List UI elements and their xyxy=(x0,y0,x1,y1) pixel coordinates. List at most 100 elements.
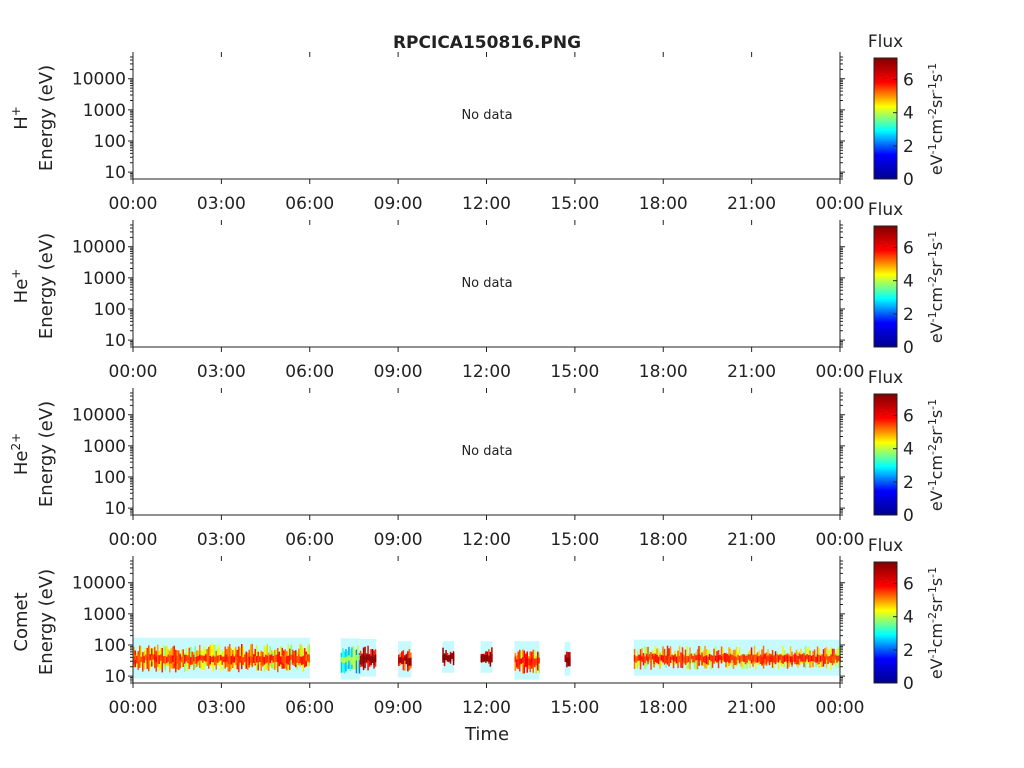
flux-core xyxy=(672,656,675,662)
unit-exponent: -1 xyxy=(926,399,939,410)
flux-core xyxy=(656,655,658,664)
flux-core xyxy=(523,657,525,665)
flux-core xyxy=(719,654,721,660)
flux-core xyxy=(831,656,834,666)
flux-column xyxy=(684,649,687,664)
flux-core xyxy=(765,656,768,664)
flux-core xyxy=(635,656,637,663)
flux-core xyxy=(767,655,769,662)
flux-core xyxy=(305,654,307,661)
flux-core xyxy=(287,655,289,665)
flux-core xyxy=(301,656,303,666)
x-tick-label: 06:00 xyxy=(285,362,334,382)
flux-core xyxy=(695,655,697,661)
unit-base: eV xyxy=(927,322,946,343)
flux-core xyxy=(232,654,234,663)
flux-core xyxy=(178,655,180,661)
flux-core xyxy=(244,654,246,663)
colorbar-scale xyxy=(873,561,898,684)
flux-core xyxy=(446,655,449,662)
flux-core xyxy=(566,657,568,663)
flux-core xyxy=(771,656,774,663)
flux-core xyxy=(410,657,412,666)
flux-core xyxy=(260,656,262,665)
flux-core xyxy=(298,654,300,664)
flux-core xyxy=(737,654,739,660)
flux-core xyxy=(731,654,733,661)
flux-core xyxy=(218,655,220,662)
flux-core xyxy=(681,654,684,662)
flux-core xyxy=(137,655,139,661)
x-tick-label: 06:00 xyxy=(285,194,334,214)
flux-core xyxy=(361,655,363,665)
spectrogram-segment xyxy=(633,639,841,676)
flux-core xyxy=(680,654,682,663)
x-tick-label: 09:00 xyxy=(374,698,423,718)
flux-core xyxy=(789,656,792,663)
flux-core xyxy=(792,655,795,662)
x-tick-label: 21:00 xyxy=(727,530,776,550)
flux-core xyxy=(239,655,241,663)
species-charge: 2+ xyxy=(9,433,23,451)
flux-core xyxy=(786,656,789,663)
flux-core xyxy=(758,655,760,662)
flux-column xyxy=(710,654,712,670)
colorbar-title: Flux xyxy=(868,200,903,220)
flux-core xyxy=(181,656,183,663)
flux-core xyxy=(164,655,166,665)
flux-column xyxy=(741,654,744,670)
flux-core xyxy=(274,655,276,663)
flux-core xyxy=(564,656,567,662)
flux-core xyxy=(293,656,295,663)
flux-core xyxy=(834,654,837,660)
y-tick-label: 100 xyxy=(94,468,126,488)
flux-column xyxy=(662,646,664,663)
flux-core xyxy=(212,655,214,663)
flux-core xyxy=(752,655,754,663)
flux-core xyxy=(671,654,673,660)
flux-core xyxy=(777,655,780,663)
flux-core xyxy=(696,654,699,660)
flux-core xyxy=(698,653,700,661)
flux-core xyxy=(755,654,757,663)
flux-core xyxy=(229,656,231,663)
panel-2: 00:00 03:00 06:00 09:00 12:00 15:00 18:00 21:00… xyxy=(9,200,946,382)
flux-core xyxy=(152,654,154,660)
flux-core xyxy=(143,656,145,663)
unit-exponent: -2 xyxy=(926,444,939,455)
x-tick-label: 09:00 xyxy=(374,194,423,214)
flux-core xyxy=(717,655,720,662)
flux-core xyxy=(142,656,144,663)
flux-core xyxy=(206,655,208,662)
flux-core xyxy=(678,656,681,662)
flux-core xyxy=(699,654,702,661)
flux-core xyxy=(136,655,138,664)
y-tick-label: 100 xyxy=(94,636,126,656)
flux-core xyxy=(806,654,808,660)
flux-core xyxy=(230,656,232,665)
x-tick-label: 00:00 xyxy=(109,698,158,718)
species-label: He2+ xyxy=(9,433,32,475)
flux-core xyxy=(265,654,267,664)
flux-core xyxy=(779,654,781,661)
flux-core xyxy=(526,659,528,666)
flux-core xyxy=(816,654,819,662)
flux-core xyxy=(401,656,403,664)
spectrogram-segment xyxy=(340,638,361,680)
spectrogram-segment xyxy=(514,641,540,680)
flux-core xyxy=(750,655,753,661)
flux-core xyxy=(245,655,247,664)
flux-core xyxy=(145,654,147,661)
flux-core xyxy=(807,655,810,663)
flux-core xyxy=(342,657,344,663)
x-tick-label: 03:00 xyxy=(197,194,246,214)
unit-exponent: -1 xyxy=(926,250,939,261)
flux-core xyxy=(208,654,210,661)
flux-core xyxy=(774,655,777,665)
flux-core xyxy=(644,656,646,664)
flux-column xyxy=(659,652,661,669)
flux-core xyxy=(452,653,455,661)
flux-core xyxy=(179,654,181,661)
flux-column xyxy=(788,655,790,668)
